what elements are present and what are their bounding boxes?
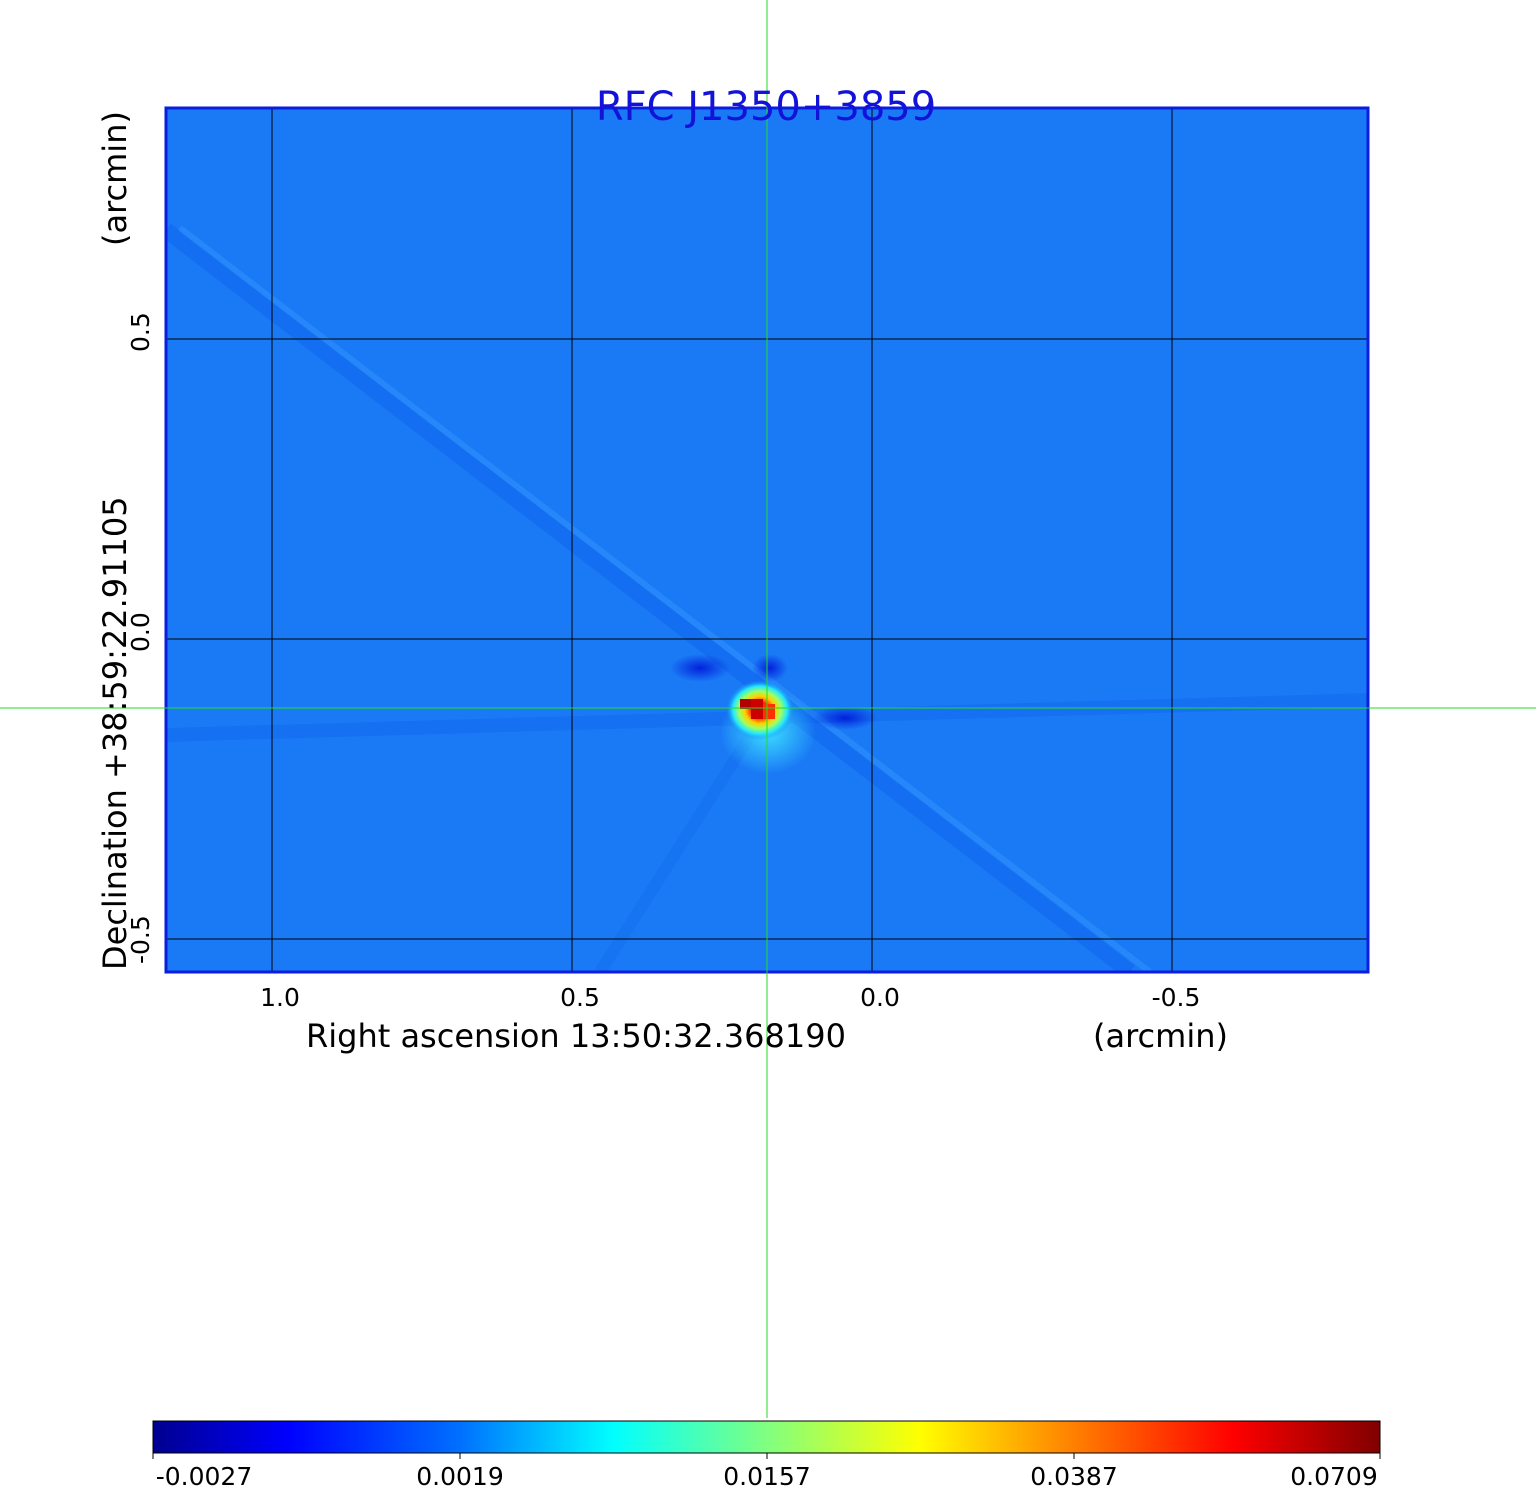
- colorbar-tick-marks: [152, 1453, 1381, 1459]
- plot-title: RFC J1350+3859: [595, 84, 937, 130]
- x-axis-unit: (arcmin): [1093, 1017, 1228, 1055]
- colorbar-tick-label: 0.0157: [723, 1462, 811, 1491]
- x-tick-label: -0.5: [1151, 983, 1201, 1012]
- x-tick-label: 0.5: [560, 983, 600, 1012]
- colorbar-tick-label: 0.0019: [416, 1462, 504, 1491]
- colorbar: [152, 1420, 1381, 1454]
- colorbar-tick-label: 0.0709: [1290, 1462, 1378, 1491]
- x-axis-label: Right ascension 13:50:32.368190: [306, 1017, 846, 1055]
- x-tick-label: 0.0: [860, 983, 900, 1012]
- y-axis-unit: (arcmin): [96, 111, 134, 246]
- crosshair-cursor[interactable]: [0, 0, 1536, 1418]
- y-tick-label: 0.5: [126, 312, 155, 352]
- x-tick-label: 1.0: [260, 983, 300, 1012]
- colorbar-tick-label: 0.0387: [1030, 1462, 1118, 1491]
- colorbar-tick-label: -0.0027: [155, 1462, 253, 1491]
- y-axis-label: Declination +38:59:22.91105: [96, 496, 134, 970]
